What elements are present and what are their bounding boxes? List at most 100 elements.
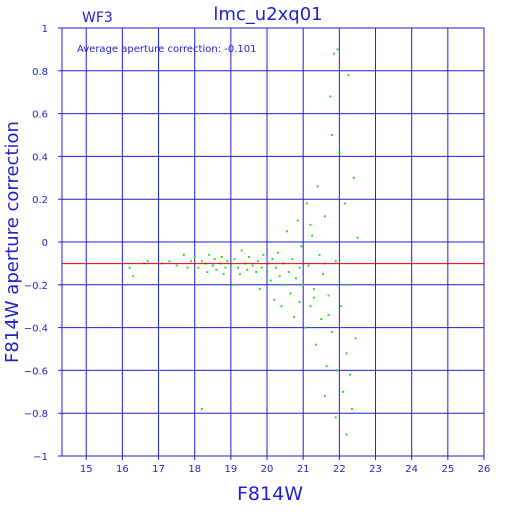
data-point	[271, 258, 274, 261]
data-point	[222, 273, 225, 276]
data-point	[336, 48, 339, 51]
y-tick-label: −1	[33, 452, 48, 463]
data-point	[318, 253, 321, 256]
data-point	[175, 264, 178, 267]
data-point	[351, 407, 354, 410]
y-axis-label: F814W aperture correction	[2, 121, 23, 363]
data-point	[193, 255, 196, 258]
data-point	[329, 95, 332, 98]
data-point	[186, 266, 189, 269]
plot-frame	[58, 27, 485, 460]
data-point	[224, 266, 227, 269]
data-point	[233, 258, 236, 261]
x-axis-label: F814W	[237, 483, 303, 505]
x-tick-label: 19	[225, 464, 238, 475]
data-point	[132, 275, 135, 278]
data-point	[316, 185, 319, 188]
x-tick-label: 21	[297, 464, 310, 475]
data-point	[309, 223, 312, 226]
data-point	[341, 390, 344, 393]
data-point	[338, 151, 341, 154]
data-point	[206, 270, 209, 273]
data-point	[273, 298, 276, 301]
data-point	[349, 373, 352, 376]
data-point	[246, 268, 249, 271]
data-point	[190, 260, 193, 263]
data-point	[275, 266, 278, 269]
y-tick-label: 0.6	[32, 110, 48, 121]
data-point	[208, 253, 211, 256]
data-point	[247, 255, 250, 258]
chart-title: lmc_u2xq01	[213, 4, 322, 25]
data-point	[229, 264, 232, 267]
data-point	[296, 219, 299, 222]
data-point	[262, 253, 265, 256]
data-point	[215, 268, 218, 271]
data-point	[322, 273, 325, 276]
data-point	[276, 251, 279, 254]
y-tick-label: 0.4	[32, 152, 48, 163]
data-point	[300, 245, 303, 248]
data-point	[285, 230, 288, 233]
data-point	[255, 270, 258, 273]
y-tick-label: −0.2	[24, 281, 48, 292]
data-point	[347, 74, 350, 77]
x-tick-label: 16	[116, 464, 129, 475]
y-tick-label: −0.6	[24, 366, 48, 377]
data-point	[168, 260, 171, 263]
y-tick-label: 0.2	[32, 195, 48, 206]
data-point	[213, 258, 216, 261]
data-point	[237, 266, 240, 269]
x-tick-label: 18	[188, 464, 201, 475]
data-point	[200, 260, 203, 263]
data-point	[327, 294, 330, 297]
data-point	[256, 260, 259, 263]
data-point	[291, 258, 294, 261]
data-point	[280, 305, 283, 308]
data-point	[314, 343, 317, 346]
data-point	[349, 283, 352, 286]
data-point	[334, 416, 337, 419]
data-point	[320, 318, 323, 321]
data-point	[293, 315, 296, 318]
data-point	[278, 275, 281, 278]
data-point	[220, 255, 223, 258]
data-point	[336, 369, 339, 372]
data-point	[325, 365, 328, 368]
data-point	[260, 266, 263, 269]
chart-annotation: Average aperture correction: -0.101	[77, 44, 257, 55]
data-point	[182, 253, 185, 256]
data-point	[327, 313, 330, 316]
data-point	[307, 264, 310, 267]
data-point	[240, 249, 243, 252]
data-point	[332, 52, 335, 55]
data-point	[343, 202, 346, 205]
data-point	[146, 260, 149, 263]
data-point	[331, 330, 334, 333]
x-tick-label: 22	[333, 464, 346, 475]
data-point	[305, 202, 308, 205]
data-point	[352, 176, 355, 179]
y-tick-label: 0	[42, 238, 48, 249]
data-point	[284, 283, 287, 286]
data-point	[304, 326, 307, 329]
data-point	[334, 260, 337, 263]
data-point	[354, 337, 357, 340]
data-point	[197, 266, 200, 269]
data-point	[340, 305, 343, 308]
data-point	[258, 288, 261, 291]
data-point	[128, 266, 131, 269]
data-point	[309, 305, 312, 308]
data-point	[331, 134, 334, 136]
data-point	[345, 352, 348, 355]
x-tick-label: 25	[441, 464, 454, 475]
x-tick-label: 20	[261, 464, 274, 475]
data-point	[356, 236, 359, 239]
x-tick-label: 17	[152, 464, 165, 475]
data-point	[289, 292, 292, 295]
data-point	[345, 433, 348, 436]
data-point	[313, 288, 316, 291]
x-tick-label: 15	[80, 464, 93, 475]
data-point	[313, 296, 316, 299]
